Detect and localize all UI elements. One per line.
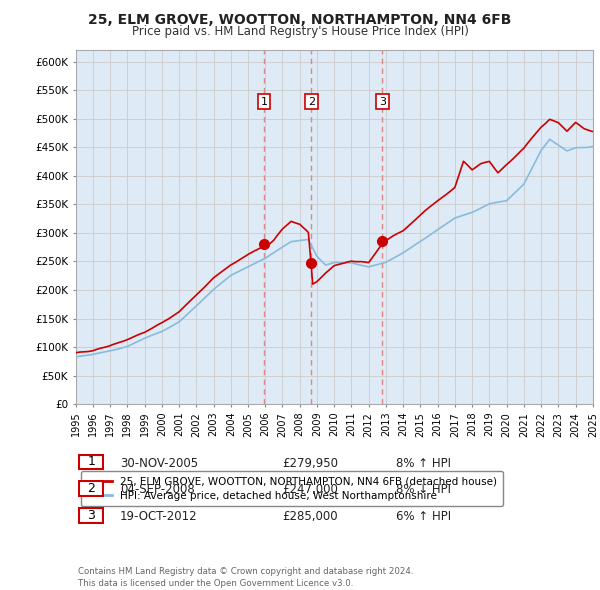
Text: 25, ELM GROVE, WOOTTON, NORTHAMPTON, NN4 6FB: 25, ELM GROVE, WOOTTON, NORTHAMPTON, NN4… — [88, 13, 512, 27]
Text: 1: 1 — [260, 97, 268, 107]
Text: 8% ↓ HPI: 8% ↓ HPI — [396, 483, 451, 496]
Legend: 25, ELM GROVE, WOOTTON, NORTHAMPTON, NN4 6FB (detached house), HPI: Average pric: 25, ELM GROVE, WOOTTON, NORTHAMPTON, NN4… — [81, 471, 503, 506]
Text: 3: 3 — [87, 509, 95, 522]
FancyBboxPatch shape — [79, 507, 103, 523]
FancyBboxPatch shape — [79, 481, 103, 496]
Text: Contains HM Land Registry data © Crown copyright and database right 2024.
This d: Contains HM Land Registry data © Crown c… — [78, 568, 413, 588]
FancyBboxPatch shape — [79, 454, 103, 470]
Text: £279,950: £279,950 — [282, 457, 338, 470]
Text: 1: 1 — [87, 455, 95, 468]
Text: 2: 2 — [87, 482, 95, 495]
Text: Price paid vs. HM Land Registry's House Price Index (HPI): Price paid vs. HM Land Registry's House … — [131, 25, 469, 38]
Text: £285,000: £285,000 — [282, 510, 338, 523]
Text: 6% ↑ HPI: 6% ↑ HPI — [396, 510, 451, 523]
Text: 19-OCT-2012: 19-OCT-2012 — [120, 510, 197, 523]
Text: 04-SEP-2008: 04-SEP-2008 — [120, 483, 195, 496]
Text: 8% ↑ HPI: 8% ↑ HPI — [396, 457, 451, 470]
Text: 3: 3 — [379, 97, 386, 107]
Text: £247,000: £247,000 — [282, 483, 338, 496]
Text: 2: 2 — [308, 97, 315, 107]
Text: 30-NOV-2005: 30-NOV-2005 — [120, 457, 198, 470]
